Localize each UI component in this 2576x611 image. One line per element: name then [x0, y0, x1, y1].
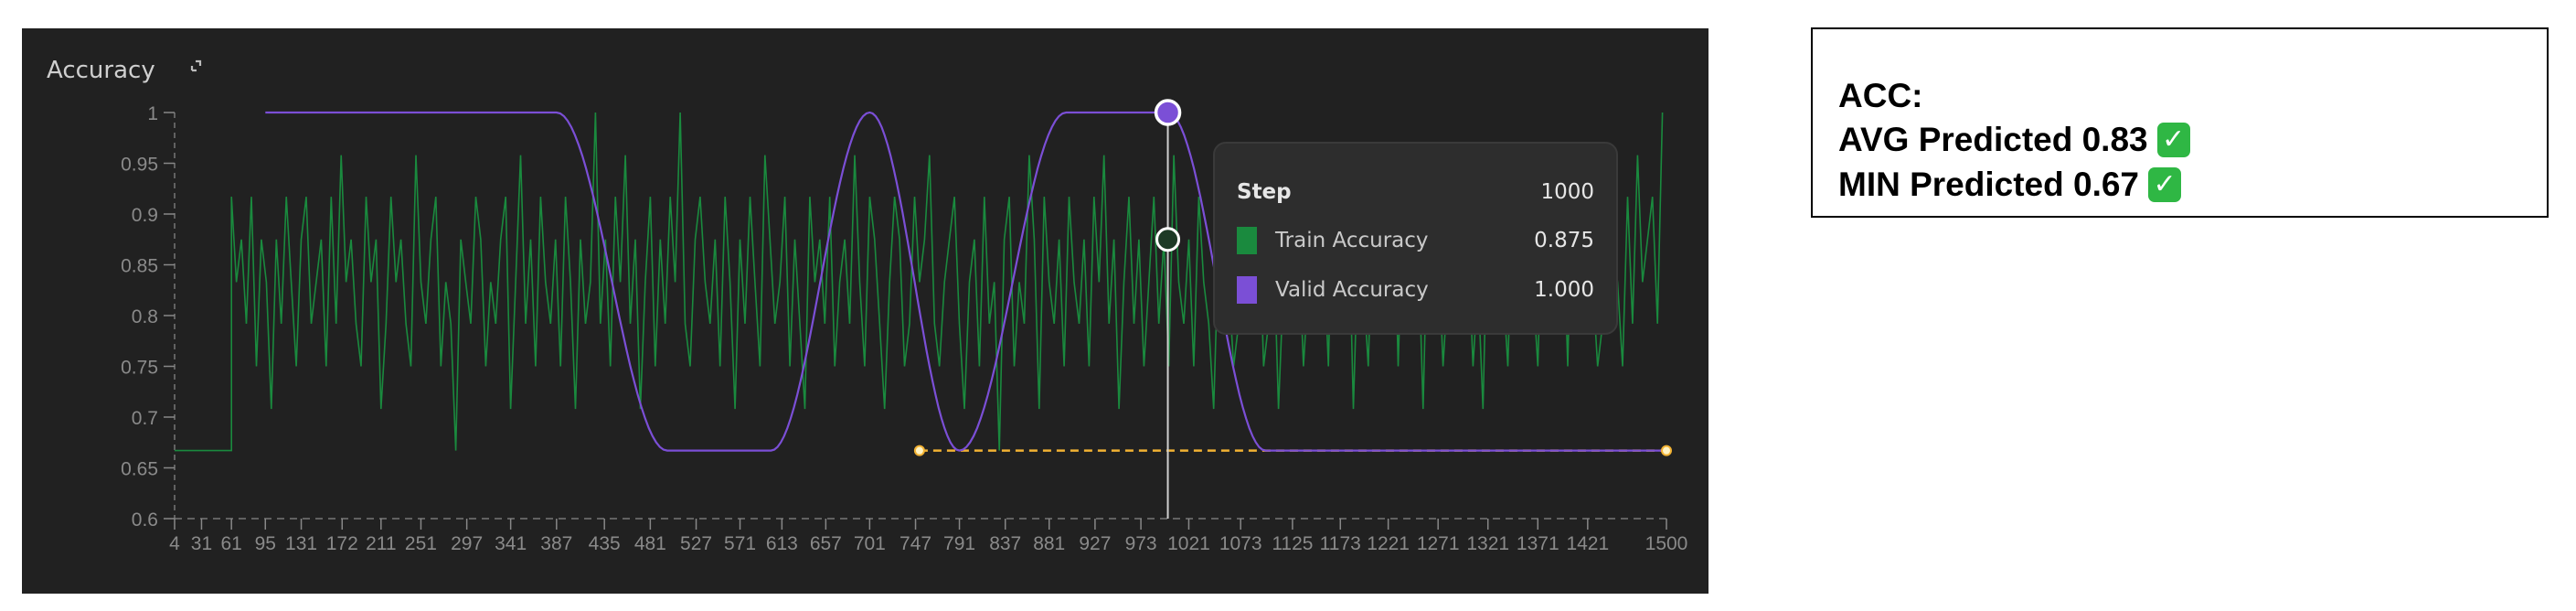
- x-tick-label: 1271: [1417, 533, 1460, 554]
- x-tick-label: 657: [810, 533, 842, 554]
- summary-min-text: MIN Predicted 0.67: [1838, 166, 2140, 203]
- x-tick-label: 1500: [1645, 533, 1688, 554]
- chart-title: Accuracy: [47, 57, 155, 84]
- x-tick-label: 1421: [1566, 533, 1609, 554]
- x-tick-label: 791: [943, 533, 975, 554]
- tooltip-train-label: Train Accuracy: [1275, 229, 1429, 252]
- y-tick-label: 0.85: [121, 256, 158, 277]
- tooltip-valid-row: Valid Accuracy 1.000: [1237, 274, 1594, 306]
- x-tick-label: 481: [634, 533, 666, 554]
- y-tick-label: 0.6: [132, 509, 158, 531]
- y-tick-label: 0.95: [121, 155, 158, 176]
- x-tick-label: 613: [766, 533, 798, 554]
- tooltip-step-label: Step: [1237, 180, 1292, 204]
- y-tick-label: 0.75: [121, 358, 158, 379]
- x-tick-label: 701: [854, 533, 886, 554]
- x-tick-label: 927: [1079, 533, 1111, 554]
- hover-tooltip: Step 1000 Train Accuracy 0.875 Valid Acc…: [1213, 142, 1618, 335]
- summary-box: ACC: AVG Predicted 0.83 ✓ MIN Predicted …: [1811, 27, 2549, 218]
- x-tick-label: 1125: [1272, 533, 1313, 554]
- x-tick-label: 1173: [1320, 533, 1361, 554]
- tooltip-train-row: Train Accuracy 0.875: [1237, 225, 1594, 256]
- y-axis: 0.6 0.65 0.7 0.75 0.8 0.85 0.9 0.95 1: [121, 103, 176, 531]
- y-tick-label: 0.7: [132, 408, 158, 429]
- tooltip-valid-label: Valid Accuracy: [1275, 278, 1429, 302]
- reference-endpoint: [913, 445, 925, 456]
- x-tick-label: 571: [724, 533, 756, 554]
- tooltip-step-value: 1000: [1540, 180, 1594, 204]
- tooltip-valid-value: 1.000: [1534, 278, 1594, 302]
- expand-icon[interactable]: [190, 59, 202, 72]
- x-tick-label: 131: [285, 533, 317, 554]
- x-tick-label: 211: [366, 533, 396, 554]
- x-tick-label: 1073: [1219, 533, 1262, 554]
- summary-min-line: MIN Predicted 0.67 ✓: [1838, 166, 2182, 204]
- x-tick-label: 297: [451, 533, 483, 554]
- summary-avg-text: AVG Predicted 0.83: [1838, 121, 2148, 158]
- train-accuracy-line: [175, 112, 1664, 452]
- x-tick-label: 61: [221, 533, 242, 554]
- train-hover-marker: [1155, 227, 1181, 252]
- x-tick-label: 341: [495, 533, 527, 554]
- y-tick-label: 0.9: [132, 205, 158, 226]
- check-mark-button-icon: ✓: [2156, 123, 2190, 157]
- summary-heading: ACC:: [1838, 77, 1923, 114]
- x-tick-label: 881: [1033, 533, 1065, 554]
- x-tick-label: 387: [540, 533, 572, 554]
- x-tick-label: 31: [191, 533, 212, 554]
- x-tick-label: 1221: [1367, 533, 1410, 554]
- y-tick-label: 1: [147, 103, 158, 124]
- summary-avg-line: AVG Predicted 0.83 ✓: [1838, 121, 2190, 159]
- x-tick-label: 172: [326, 533, 358, 554]
- y-tick-label: 0.8: [132, 306, 158, 327]
- tooltip-step-row: Step 1000: [1237, 177, 1594, 208]
- valid-swatch: [1237, 276, 1257, 304]
- x-tick-label: 837: [989, 533, 1021, 554]
- x-tick-label: 4: [169, 533, 180, 554]
- x-tick-label: 435: [589, 533, 621, 554]
- accuracy-chart-panel: Accuracy 0.6 0.65 0.7 0.75 0.8 0.85 0.9 0.95 1 4…: [22, 28, 1708, 594]
- x-tick-label: 95: [255, 533, 276, 554]
- x-tick-label: 251: [405, 533, 437, 554]
- x-axis: 4 31 61 95 131 172 211 251 297 341 387 435 481 527 571…: [169, 518, 1688, 554]
- valid-hover-marker: [1154, 99, 1182, 126]
- y-tick-label: 0.65: [121, 459, 158, 480]
- x-tick-label: 1021: [1167, 533, 1210, 554]
- x-tick-label: 1321: [1466, 533, 1509, 554]
- x-tick-label: 973: [1125, 533, 1157, 554]
- check-mark-button-icon: ✓: [2148, 167, 2182, 202]
- tooltip-train-value: 0.875: [1534, 229, 1594, 252]
- x-tick-label: 1371: [1517, 533, 1559, 554]
- x-tick-label: 747: [899, 533, 931, 554]
- reference-endpoint: [1661, 445, 1672, 456]
- x-tick-label: 527: [680, 533, 712, 554]
- train-swatch: [1237, 227, 1257, 254]
